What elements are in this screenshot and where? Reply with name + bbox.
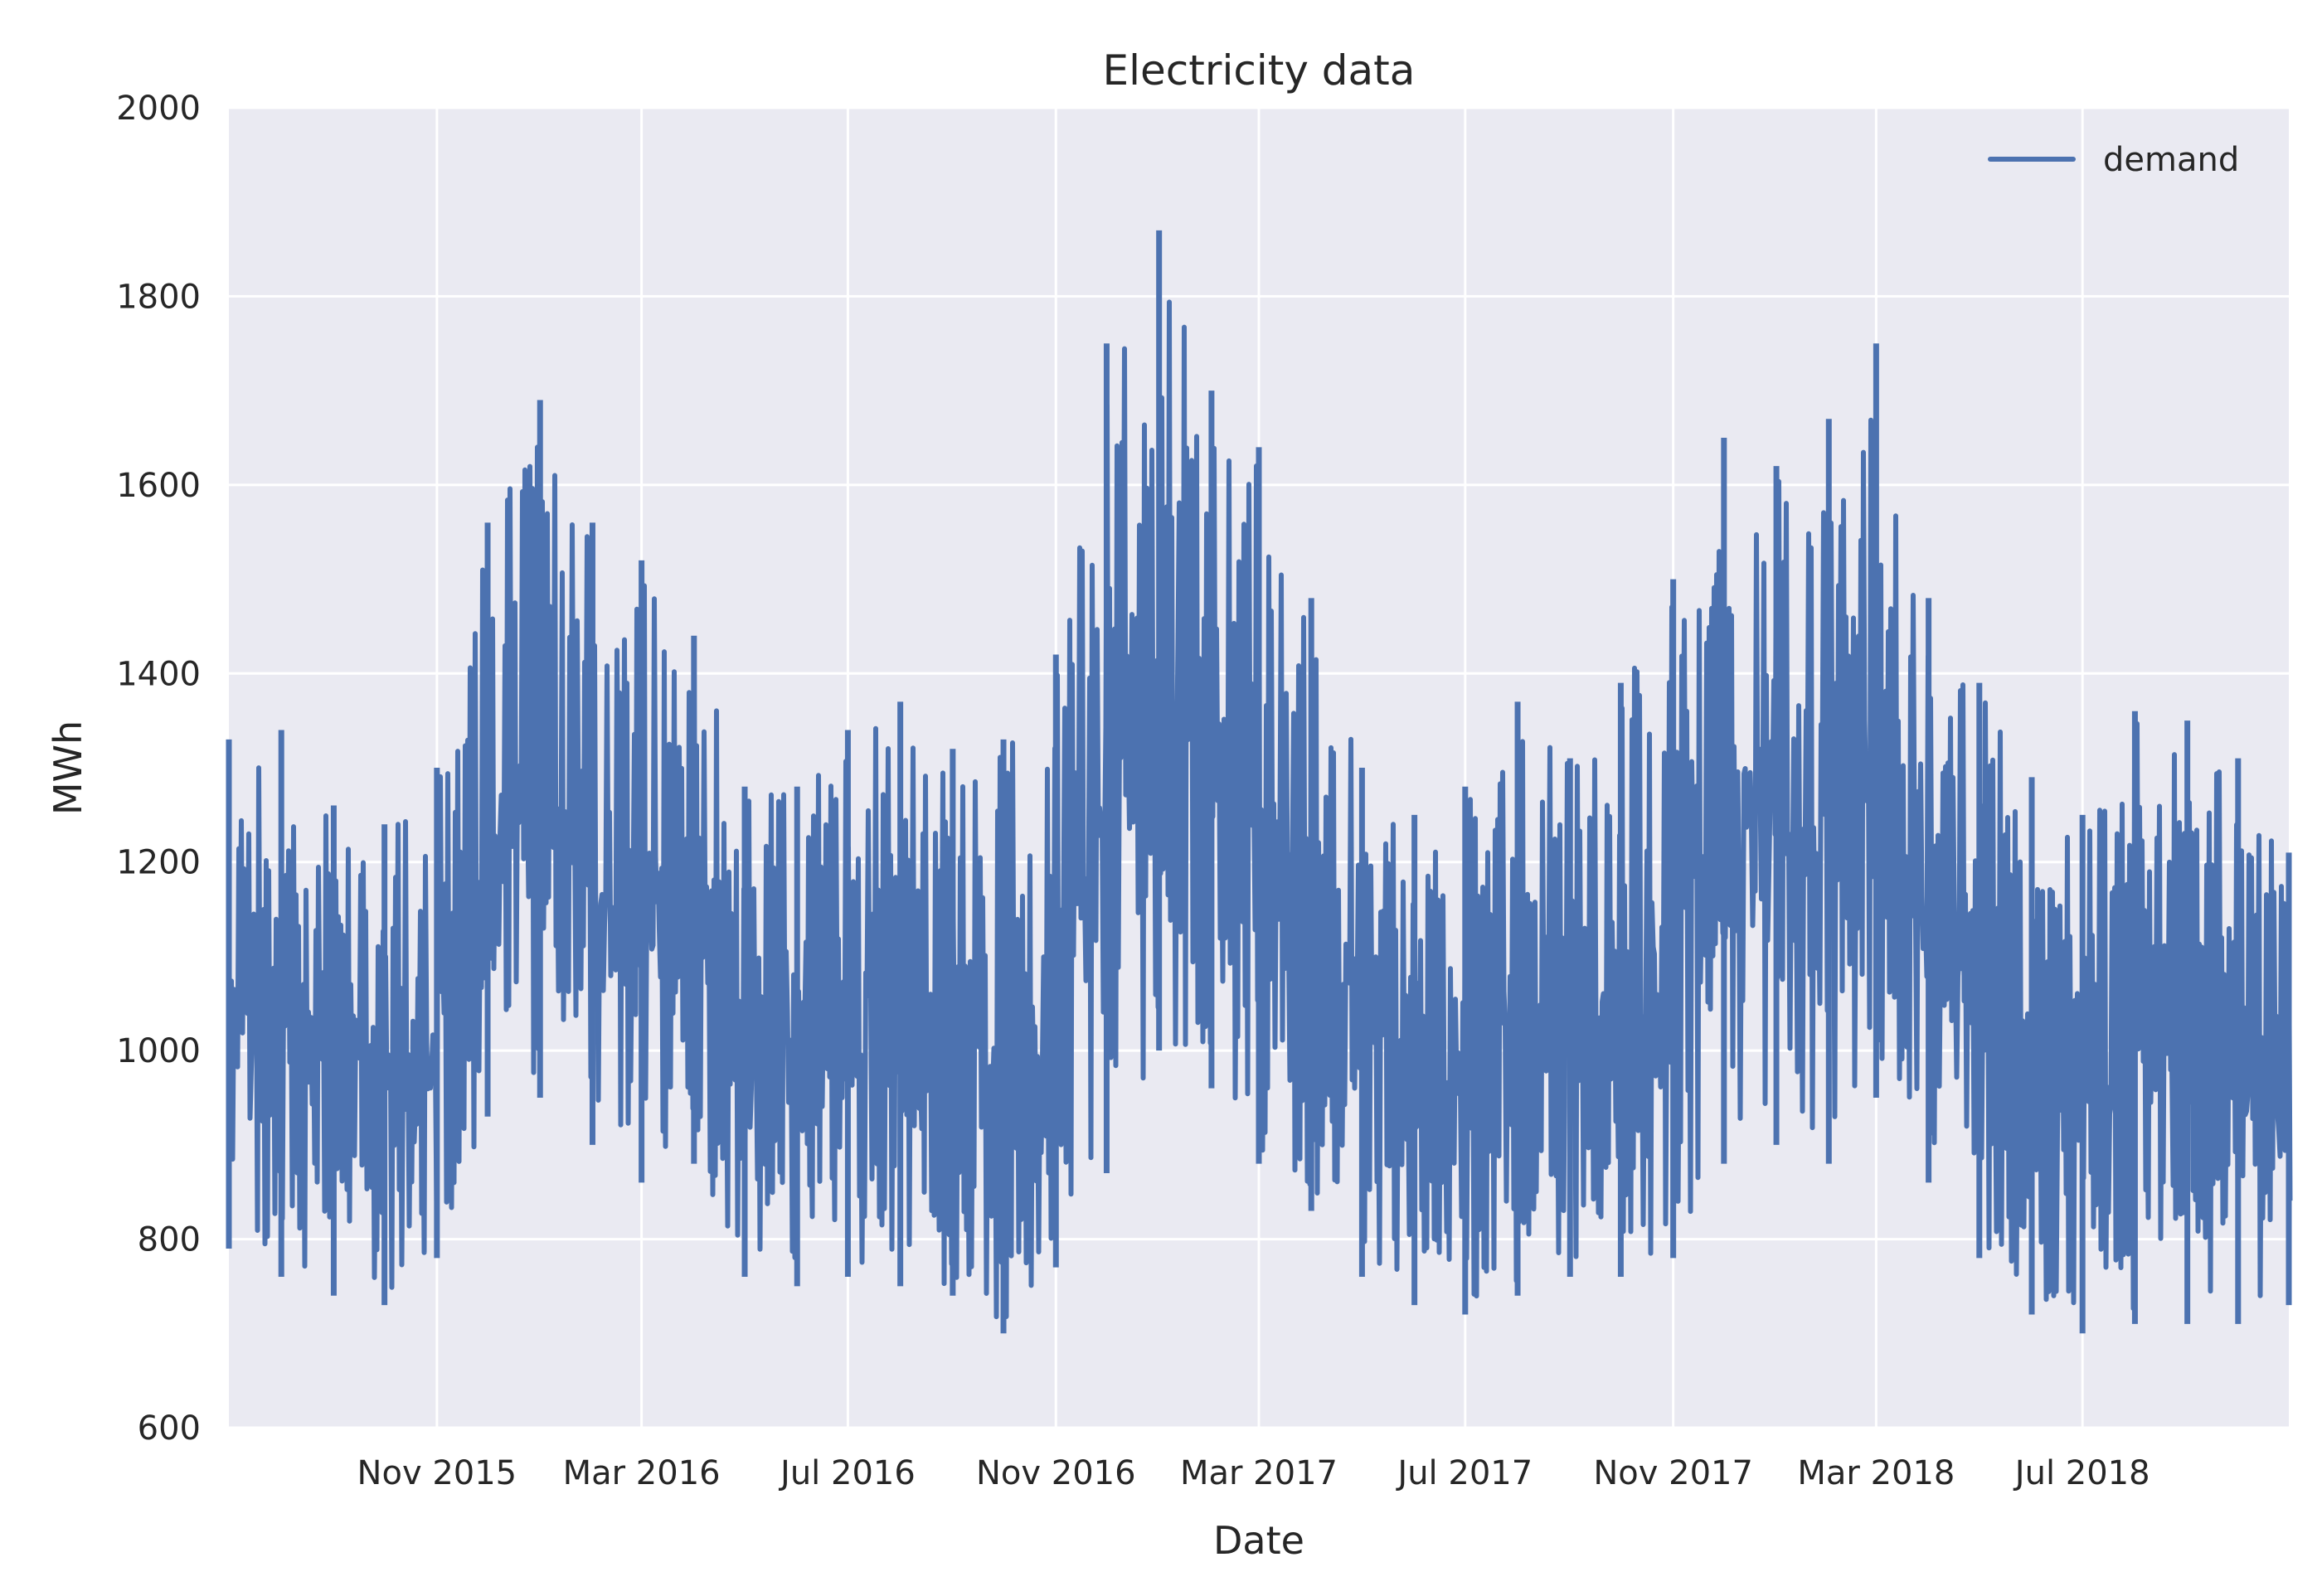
legend-label-demand: demand [2103,141,2239,179]
y-tick-label: 1000 [116,1032,201,1070]
x-axis-label: Date [1213,1518,1304,1563]
x-tick-label: Mar 2016 [563,1454,721,1492]
x-tick-label: Jul 2017 [1395,1454,1533,1492]
x-tick-labels: Nov 2015 Mar 2016 Jul 2016 Nov 2016 Mar 2017… [357,1454,2150,1492]
x-tick-label: Mar 2018 [1797,1454,1955,1492]
y-tick-label: 600 [138,1409,201,1448]
y-tick-labels: 600 800 1000 1200 1400 1600 1800 2000 [116,90,201,1448]
x-tick-label: Nov 2016 [976,1454,1136,1492]
x-tick-label: Jul 2018 [2013,1454,2150,1492]
x-tick-label: Mar 2017 [1180,1454,1338,1492]
legend: demand [1988,141,2239,179]
y-tick-label: 1400 [116,655,201,693]
y-axis-label: MWh [46,720,90,815]
series-layer [226,230,2293,1334]
x-tick-label: Jul 2016 [778,1454,916,1492]
y-tick-label: 1200 [116,844,201,882]
y-tick-label: 800 [138,1221,201,1259]
y-tick-label: 2000 [116,90,201,128]
x-tick-label: Nov 2017 [1593,1454,1753,1492]
chart-title: Electricity data [1103,46,1416,95]
x-tick-label: Nov 2015 [357,1454,517,1492]
y-tick-label: 1800 [116,278,201,316]
y-tick-label: 1600 [116,467,201,505]
